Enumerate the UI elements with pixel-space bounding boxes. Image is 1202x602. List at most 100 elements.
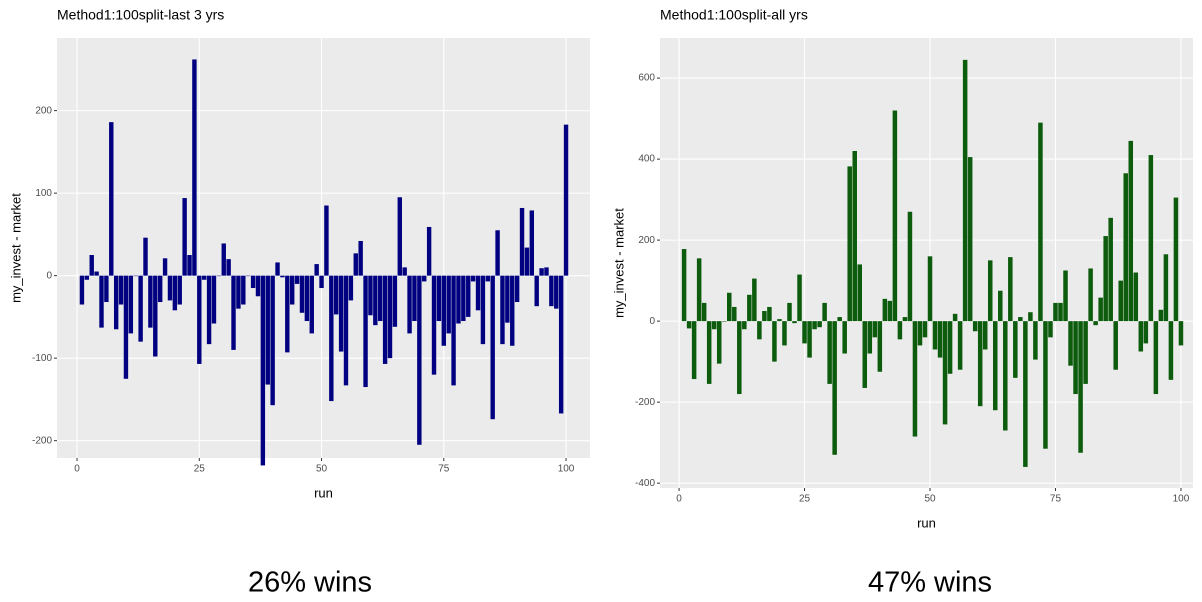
bar [867,321,873,354]
bar [1053,302,1058,322]
bar [1158,309,1164,322]
bar [153,275,158,357]
x-tick-label: 0 [676,494,682,505]
bar [832,321,837,455]
y-tick-label: 600 [638,73,655,84]
bar [1093,321,1098,326]
bar [343,275,349,386]
y-tick-label: -100 [32,353,52,364]
y-tick-label: 400 [638,154,655,165]
bar [897,321,903,340]
bar [1038,122,1043,322]
bar [782,321,787,346]
bar [378,275,383,322]
bar [1103,236,1108,322]
bar [777,319,782,322]
bar [348,275,354,301]
x-tick-label: 0 [74,464,80,475]
bar [529,210,535,276]
bar [304,275,310,322]
bar [1048,321,1053,338]
x-tick-label: 50 [316,464,328,475]
bar [490,275,495,420]
bar [1078,321,1083,453]
bar [133,275,138,277]
bar [519,207,525,276]
bar [99,275,104,328]
bar [157,275,163,303]
bar [558,275,564,414]
x-tick-label: 50 [924,494,936,505]
bar [397,197,402,276]
bar [368,275,373,316]
bar [554,275,559,309]
bar [358,240,363,276]
bar [143,237,148,276]
bar [947,321,953,374]
bar [957,321,963,370]
bar [952,313,958,322]
bar [187,255,192,276]
bar [1043,321,1048,449]
bar [539,268,544,276]
bar [270,275,275,406]
bar [1073,321,1078,395]
bar [500,275,505,345]
bar [285,275,290,353]
bar [382,275,388,364]
x-tick-label: 100 [558,464,575,475]
bar [807,321,812,358]
x-tick-label: 100 [1173,494,1190,505]
bar [109,122,114,276]
bar [1178,321,1184,346]
bar [917,321,923,346]
bar [1133,272,1139,322]
bar [534,275,539,307]
bar [982,321,988,350]
chart-title: Method1:100split-all yrs [660,7,808,23]
bar [912,321,918,437]
x-axis-title: run [917,515,936,530]
bar [1008,257,1013,322]
bar [206,275,212,345]
bar [294,275,300,284]
bar [338,275,344,352]
bar [1113,321,1118,370]
bar [94,271,99,276]
bar [123,275,129,379]
bar [118,275,124,305]
bar [1173,197,1179,322]
bar [1168,321,1174,380]
bar [84,275,90,280]
bar [255,275,261,297]
bar [1108,217,1113,322]
bar [314,264,319,276]
bar [177,275,182,305]
bar [837,317,842,322]
bar [113,275,119,330]
bar [431,275,437,375]
bar [737,321,742,395]
bar [241,275,246,305]
bar [1023,321,1028,467]
chart-title: Method1:100split-last 3 yrs [57,7,224,23]
bar [1018,317,1023,322]
bar [927,256,933,322]
bar [422,275,427,282]
bar [822,302,827,322]
bar [250,275,256,289]
bar [329,275,334,402]
y-tick-label: 0 [46,270,52,281]
bar [387,275,393,359]
bar [524,247,530,276]
bar [510,275,515,346]
bar [962,59,968,322]
bar [882,298,888,322]
y-tick-label: 0 [649,316,655,327]
bar [716,321,722,364]
bar [1068,321,1073,366]
bar [942,321,948,425]
bar [907,211,913,322]
bar [902,317,908,322]
